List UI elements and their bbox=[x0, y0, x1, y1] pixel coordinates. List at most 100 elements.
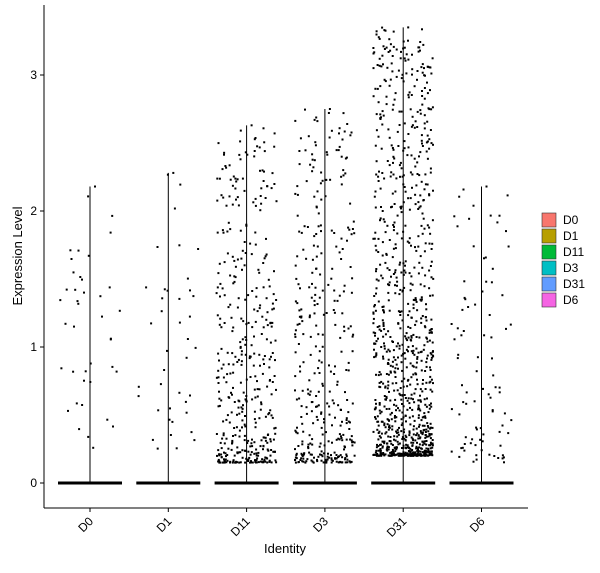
data-point bbox=[238, 400, 241, 403]
data-point bbox=[254, 320, 257, 323]
data-point bbox=[431, 57, 434, 60]
data-point bbox=[262, 326, 265, 329]
data-point bbox=[377, 449, 380, 452]
data-point bbox=[491, 357, 493, 360]
data-point bbox=[253, 452, 256, 455]
y-tick-label: 2 bbox=[30, 204, 37, 218]
data-point bbox=[184, 400, 187, 403]
data-point bbox=[401, 319, 404, 322]
data-point bbox=[298, 309, 301, 312]
data-point bbox=[424, 434, 427, 436]
data-point bbox=[430, 72, 433, 75]
data-point bbox=[234, 276, 237, 279]
data-point bbox=[411, 173, 414, 176]
data-point bbox=[385, 103, 388, 106]
x-tick-label: D11 bbox=[228, 514, 253, 539]
data-point bbox=[218, 461, 221, 464]
data-point bbox=[427, 447, 430, 450]
data-point bbox=[264, 456, 267, 459]
data-point bbox=[386, 224, 389, 227]
data-point bbox=[424, 403, 427, 406]
data-point bbox=[408, 237, 411, 240]
data-point bbox=[305, 412, 308, 415]
data-point bbox=[385, 397, 388, 399]
data-point bbox=[422, 199, 425, 201]
data-point bbox=[498, 430, 501, 433]
data-point bbox=[416, 441, 418, 444]
data-point bbox=[407, 96, 410, 99]
data-point bbox=[305, 180, 308, 183]
data-point bbox=[351, 228, 354, 230]
data-point bbox=[387, 373, 390, 376]
data-point bbox=[273, 145, 276, 148]
data-point bbox=[321, 455, 324, 458]
data-point bbox=[252, 201, 255, 204]
data-point bbox=[432, 189, 434, 192]
data-point bbox=[378, 57, 381, 60]
data-point bbox=[407, 133, 410, 135]
data-point bbox=[118, 309, 121, 312]
data-point bbox=[337, 461, 340, 464]
data-point bbox=[417, 46, 420, 49]
data-point bbox=[423, 424, 426, 427]
data-point bbox=[411, 345, 414, 348]
data-point bbox=[250, 451, 253, 454]
data-point bbox=[423, 398, 426, 401]
data-point bbox=[392, 273, 395, 275]
data-point bbox=[253, 410, 256, 413]
data-point bbox=[406, 444, 409, 447]
data-point bbox=[343, 330, 346, 333]
data-point bbox=[341, 312, 344, 315]
data-point bbox=[374, 332, 377, 335]
data-point bbox=[474, 444, 477, 447]
data-point bbox=[426, 340, 429, 343]
data-point bbox=[398, 442, 401, 445]
data-point bbox=[318, 359, 321, 362]
data-point bbox=[328, 456, 331, 459]
data-point bbox=[412, 441, 415, 444]
data-point bbox=[246, 442, 249, 444]
data-point bbox=[391, 428, 394, 431]
data-point bbox=[60, 367, 63, 370]
data-point bbox=[390, 454, 393, 457]
data-point bbox=[169, 434, 172, 436]
data-point bbox=[404, 397, 407, 399]
data-point bbox=[375, 373, 377, 376]
data-point bbox=[244, 336, 247, 339]
data-point bbox=[407, 446, 410, 449]
data-point bbox=[411, 364, 414, 367]
data-point bbox=[401, 343, 404, 346]
data-point bbox=[407, 146, 410, 149]
data-point bbox=[491, 410, 494, 413]
data-point bbox=[251, 326, 254, 329]
data-point bbox=[350, 435, 353, 438]
data-point bbox=[419, 151, 422, 154]
data-point bbox=[407, 26, 410, 29]
data-point bbox=[87, 254, 90, 257]
data-point bbox=[388, 136, 391, 139]
data-point bbox=[421, 440, 424, 443]
data-point bbox=[387, 51, 390, 53]
data-point bbox=[402, 273, 405, 276]
data-point bbox=[353, 441, 356, 444]
data-point bbox=[227, 396, 230, 399]
data-point bbox=[258, 388, 261, 391]
data-point bbox=[389, 451, 392, 454]
data-point bbox=[326, 455, 329, 458]
data-point bbox=[404, 451, 407, 454]
data-point bbox=[89, 362, 92, 365]
x-tick-label: D6 bbox=[467, 514, 488, 535]
data-point bbox=[250, 442, 253, 445]
data-point bbox=[243, 439, 246, 442]
data-point bbox=[331, 459, 334, 462]
data-point bbox=[450, 408, 453, 411]
data-point bbox=[382, 323, 385, 326]
data-point bbox=[217, 142, 220, 145]
data-point bbox=[391, 70, 394, 73]
data-point bbox=[386, 447, 389, 449]
data-point bbox=[414, 297, 417, 300]
data-point bbox=[310, 453, 313, 456]
data-point bbox=[252, 364, 255, 367]
data-point bbox=[429, 129, 432, 131]
